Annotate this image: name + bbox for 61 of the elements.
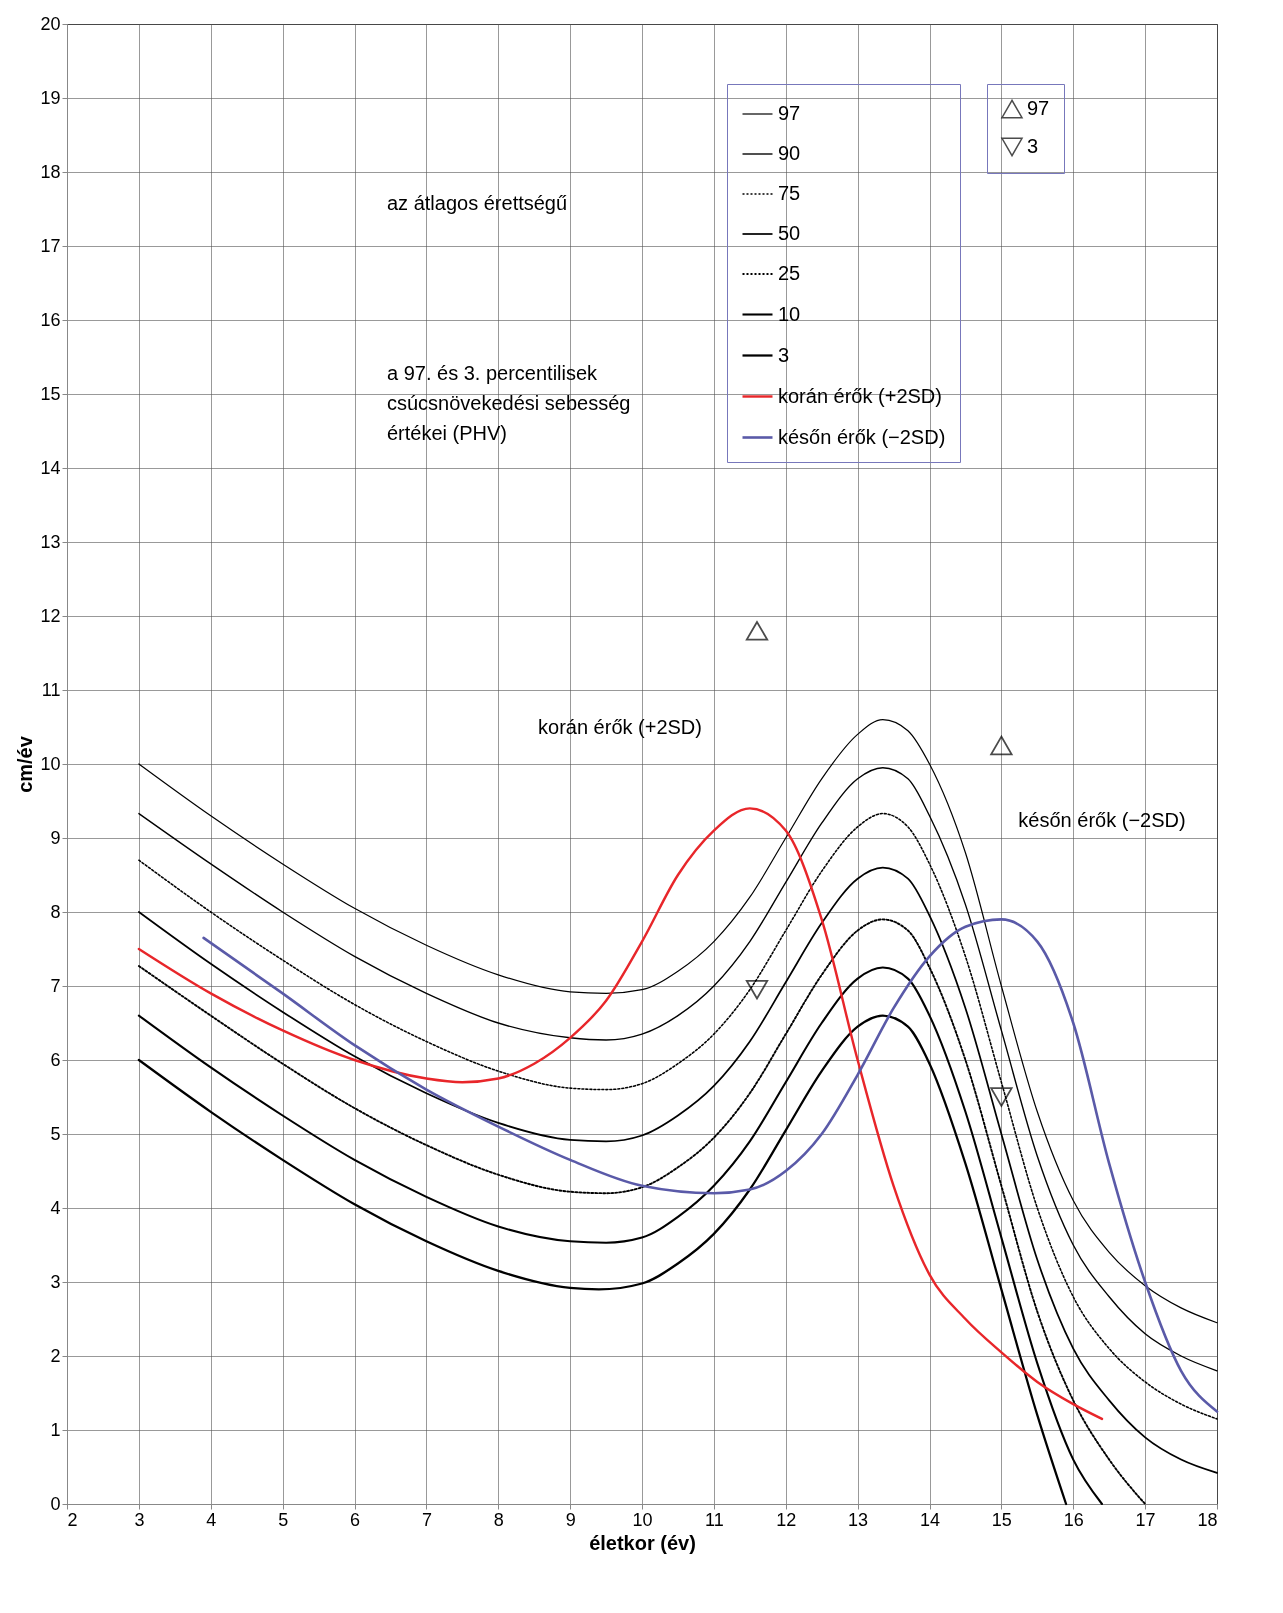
y-tick-label: 17 (40, 235, 61, 256)
y-tick-label: 15 (40, 383, 61, 404)
legend-label: 3 (778, 343, 790, 366)
x-axis-title: életkor (év) (589, 1531, 696, 1554)
y-tick-label: 9 (50, 827, 61, 848)
annotation: a 97. és 3. percentilisek csúcsnövekedési sebesség értékei (PHV) (387, 362, 631, 444)
legend-label: korán érők (+2SD) (778, 384, 942, 407)
legend-label: 97 (778, 102, 801, 124)
x-tick-label: 18 (1197, 1509, 1218, 1530)
x-tick-label: 2 (67, 1509, 78, 1530)
legend-label: 97 (1027, 97, 1050, 119)
x-tick-label: 7 (421, 1509, 432, 1530)
y-tick-label: 11 (41, 679, 61, 700)
y-tick-label: 4 (50, 1197, 61, 1218)
x-tick-label: 16 (1063, 1509, 1084, 1530)
line-series (138, 866, 1218, 1474)
y-tick-label: 18 (40, 161, 61, 182)
y-tick-label: 3 (50, 1271, 61, 1292)
annotation: az átlagos érettségű (387, 192, 568, 214)
x-tick-label: 12 (776, 1509, 797, 1530)
legend-label: 75 (778, 182, 801, 204)
y-tick-label: 8 (50, 901, 61, 922)
x-tick-label: 6 (349, 1509, 361, 1530)
y-tick-label: 0 (50, 1493, 61, 1514)
y-tick-label: 10 (40, 753, 61, 774)
y-tick-label: 7 (50, 975, 61, 996)
y-tick-label: 6 (50, 1049, 61, 1070)
y-tick-label: 14 (40, 457, 61, 478)
x-tick-label: 14 (919, 1509, 941, 1530)
point (745, 621, 769, 641)
y-tick-label: 12 (40, 605, 61, 626)
annotation: korán érők (+2SD) (538, 716, 702, 738)
x-tick-label: 17 (1135, 1509, 1156, 1530)
x-tick-label: 9 (565, 1509, 576, 1530)
y-tick-label: 5 (50, 1123, 61, 1144)
x-tick-label: 15 (991, 1509, 1012, 1530)
x-tick-label: 11 (705, 1509, 724, 1530)
legend-label: 3 (1027, 135, 1039, 157)
y-axis-title: cm/év (14, 735, 37, 793)
x-tick-label: 4 (206, 1509, 217, 1530)
legend-label: 25 (778, 262, 801, 284)
legend-label: 50 (778, 222, 801, 244)
y-tick-label: 1 (50, 1419, 61, 1440)
point (990, 1087, 1013, 1107)
legend-label: későn érők (−2SD) (778, 425, 946, 448)
x-tick-label: 8 (493, 1509, 504, 1530)
y-tick-label: 16 (40, 309, 61, 330)
x-tick-label: 5 (278, 1509, 289, 1530)
x-tick-label: 10 (632, 1509, 653, 1530)
x-tick-label: 3 (134, 1509, 145, 1530)
y-tick-label: 19 (40, 87, 61, 108)
annotation: későn érők (−2SD) (1018, 809, 1186, 831)
legend-label: 90 (778, 142, 801, 164)
x-tick-label: 13 (848, 1509, 869, 1530)
point (990, 735, 1013, 756)
y-tick-label: 13 (40, 531, 61, 552)
point (745, 979, 769, 1000)
y-tick-label: 20 (40, 13, 61, 34)
legend-label: 10 (778, 302, 801, 325)
y-tick-label: 2 (50, 1345, 61, 1366)
line-series (202, 918, 1219, 1413)
